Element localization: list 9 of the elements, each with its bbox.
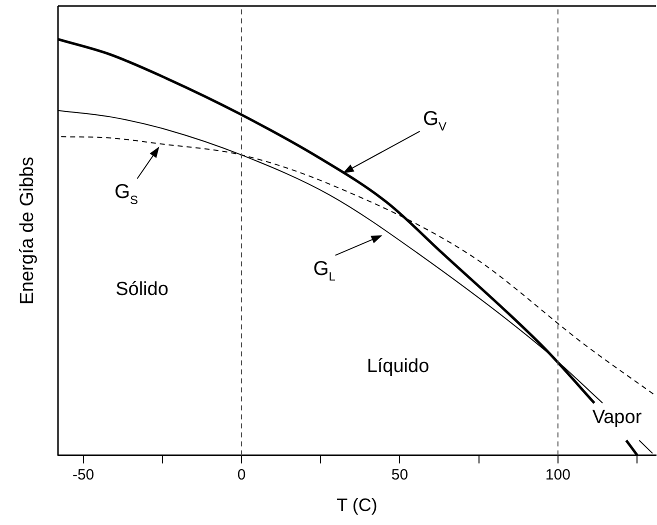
x-tick-label: 0 bbox=[237, 466, 246, 484]
x-tick-label: 50 bbox=[391, 466, 408, 484]
annotation: Sólido bbox=[116, 279, 168, 300]
annotation: Líquido bbox=[366, 356, 430, 378]
x-tick-label: -50 bbox=[72, 466, 94, 484]
y-axis-title: Energía de Gibbs bbox=[17, 156, 38, 305]
x-axis-title: T (C) bbox=[336, 495, 378, 516]
annotation: Vapor bbox=[592, 407, 642, 428]
x-tick-label: 100 bbox=[545, 466, 570, 484]
